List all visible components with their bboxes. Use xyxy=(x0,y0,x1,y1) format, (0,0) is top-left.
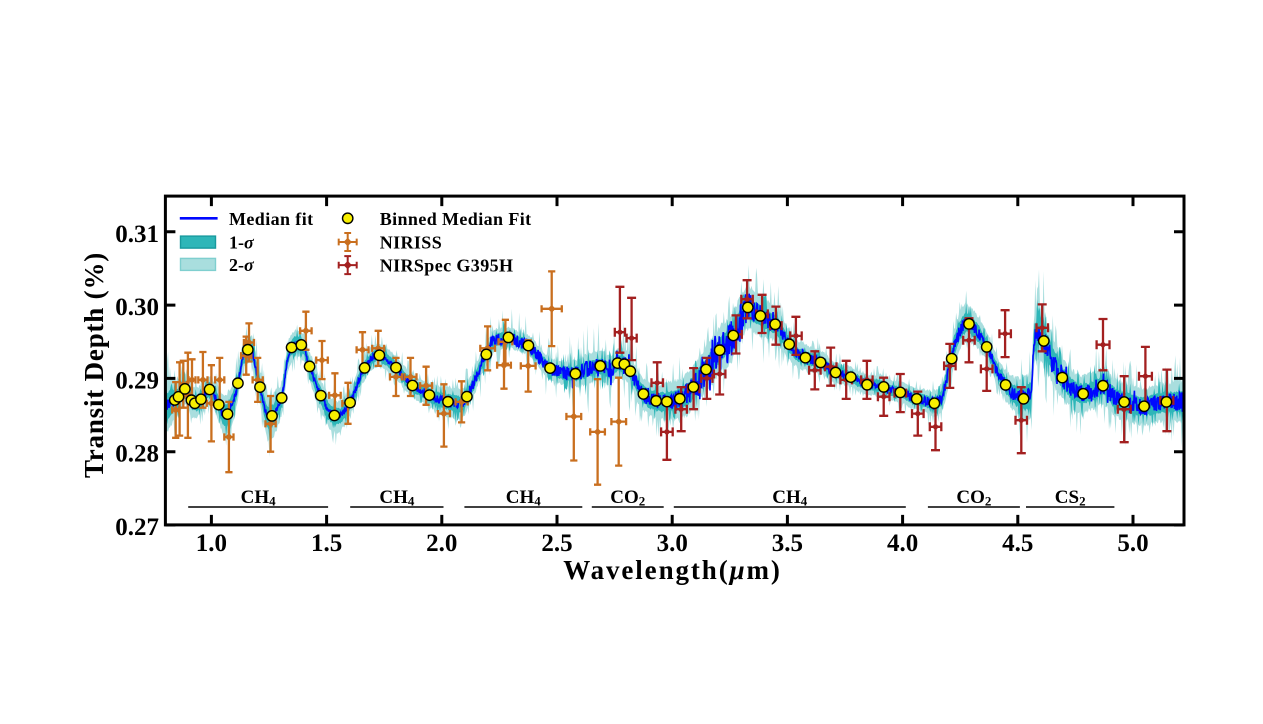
svg-text:NIRSpec G395H: NIRSpec G395H xyxy=(380,255,514,275)
svg-text:2.0: 2.0 xyxy=(426,530,457,557)
svg-text:3.5: 3.5 xyxy=(772,530,803,557)
svg-text:2.5: 2.5 xyxy=(541,530,572,557)
svg-text:CH4: CH4 xyxy=(772,487,808,509)
svg-text:1.5: 1.5 xyxy=(311,530,342,557)
svg-text:2-σ: 2-σ xyxy=(229,255,255,275)
svg-text:Transit Depth (%): Transit Depth (%) xyxy=(79,252,109,478)
svg-text:0.30: 0.30 xyxy=(115,294,159,321)
svg-text:0.27: 0.27 xyxy=(115,514,159,541)
svg-text:CH4: CH4 xyxy=(506,487,542,509)
svg-text:5.0: 5.0 xyxy=(1117,530,1148,557)
svg-text:4.5: 4.5 xyxy=(1002,530,1033,557)
svg-text:4.0: 4.0 xyxy=(887,530,918,557)
svg-text:0.29: 0.29 xyxy=(115,367,159,394)
svg-text:CO2: CO2 xyxy=(956,487,991,509)
svg-text:CH4: CH4 xyxy=(241,487,277,509)
svg-text:CO2: CO2 xyxy=(610,487,645,509)
svg-text:0.31: 0.31 xyxy=(115,221,159,248)
svg-text:Median fit: Median fit xyxy=(229,209,314,229)
svg-text:Binned Median Fit: Binned Median Fit xyxy=(380,209,532,229)
svg-text:1.0: 1.0 xyxy=(196,530,227,557)
svg-text:0.28: 0.28 xyxy=(115,441,159,468)
svg-text:Wavelength(μm): Wavelength(μm) xyxy=(563,555,782,585)
svg-text:1-σ: 1-σ xyxy=(229,233,255,253)
svg-text:NIRISS: NIRISS xyxy=(380,233,442,253)
svg-text:3.0: 3.0 xyxy=(657,530,688,557)
svg-text:CH4: CH4 xyxy=(379,487,415,509)
svg-text:CS2: CS2 xyxy=(1055,487,1086,509)
